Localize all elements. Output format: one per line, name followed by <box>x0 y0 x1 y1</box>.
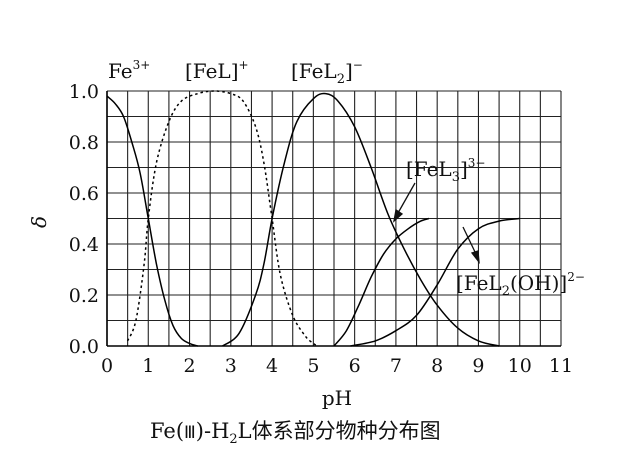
x-tick-label: 4 <box>266 355 278 377</box>
series-label-fel2: [FeL2]− <box>291 58 363 87</box>
x-tick-label: 9 <box>472 355 484 377</box>
y-axis-label: δ <box>27 216 51 228</box>
x-tick-label: 6 <box>349 355 361 377</box>
x-tick-label: 10 <box>508 355 532 377</box>
grid <box>106 90 562 347</box>
y-tick-label: 0.2 <box>69 285 99 307</box>
arrow-fel3 <box>393 182 416 223</box>
y-tick-label: 0.8 <box>69 132 99 154</box>
series-curve-2 <box>222 92 500 347</box>
y-tick-label: 0.4 <box>69 234 99 256</box>
x-tick-label: 7 <box>390 355 402 377</box>
x-tick-label: 11 <box>549 355 573 377</box>
x-tick-label: 1 <box>142 355 154 377</box>
x-tick-label: 5 <box>307 355 319 377</box>
x-tick-label: 2 <box>183 355 195 377</box>
x-axis-label: pH <box>322 386 352 410</box>
arrow-fel2oh <box>462 226 480 265</box>
tick-labels: 0 1 2 3 4 5 6 7 8 9 10 11 0.0 0.2 0.4 0.6 0.8 1.0 <box>69 81 573 377</box>
y-tick-label: 0.0 <box>69 336 99 358</box>
series-label-fe3: Fe3+ <box>108 58 150 83</box>
x-tick-label: 0 <box>101 355 113 377</box>
series-label-fel2oh: [FeL2(OH)]2− <box>456 270 585 299</box>
series-curve-0 <box>106 95 199 347</box>
series-curve-3 <box>333 217 430 347</box>
series-label-fel3: [FeL3]3− <box>406 156 486 185</box>
x-tick-label: 3 <box>225 355 237 377</box>
series-label-fel: [FeL]+ <box>185 58 249 83</box>
series-curve-4 <box>350 217 520 347</box>
chart-title: Fe(Ⅲ)-H2L体系部分物种分布图 <box>150 419 441 447</box>
x-tick-label: 8 <box>431 355 443 377</box>
y-tick-label: 1.0 <box>69 81 99 103</box>
series-curves <box>106 90 520 347</box>
y-tick-label: 0.6 <box>69 183 99 205</box>
